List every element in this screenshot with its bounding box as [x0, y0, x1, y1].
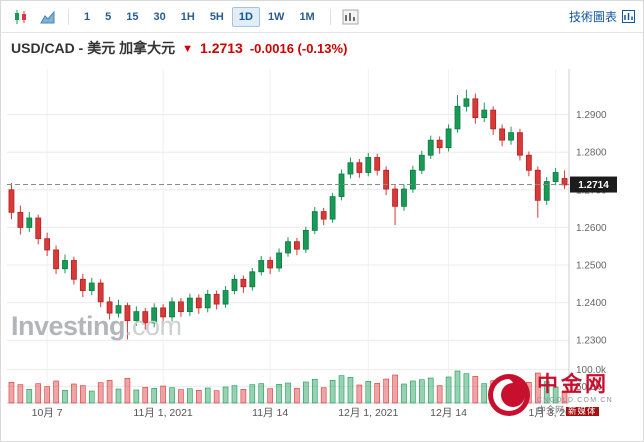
cngold-logo-icon [488, 374, 530, 416]
last-price: 1.2713 [200, 40, 243, 56]
cngold-logo: 中金网 CNGOLD.COM.CN 中金网 新媒体 [487, 373, 613, 417]
svg-text:11月 14: 11月 14 [252, 407, 288, 419]
svg-text:12月 1, 2021: 12月 1, 2021 [338, 407, 398, 419]
cngold-domain: CNGOLD.COM.CN [537, 397, 613, 405]
candlestick-glyph [15, 9, 26, 24]
technical-charts-label: 技術圖表 [568, 10, 617, 24]
svg-text:1.2800: 1.2800 [576, 148, 607, 159]
area-chart-type-icon[interactable] [36, 6, 60, 28]
chart-area[interactable]: 10月 7 11月 1, 2021 11月 14 12月 1, 2021 12月 14 1… [1, 63, 643, 441]
svg-text:10月 7: 10月 7 [32, 407, 63, 419]
cngold-sub-prefix: 中金网 [537, 405, 565, 416]
svg-text:1.2400: 1.2400 [576, 298, 607, 309]
svg-text:50.0k: 50.0k [576, 382, 601, 393]
svg-text:11月 1, 2021: 11月 1, 2021 [133, 407, 193, 419]
svg-text:1.2500: 1.2500 [576, 261, 607, 272]
svg-text:12月 14: 12月 14 [430, 407, 467, 419]
indicators-glyph [342, 9, 359, 24]
indicators-icon[interactable] [339, 6, 363, 28]
svg-text:100.0k: 100.0k [576, 365, 607, 376]
interval-buttons: 1 5 15 30 1H 5H 1D 1W 1M [77, 6, 322, 27]
interval-1[interactable]: 1 [77, 7, 97, 27]
toolbar-separator [68, 8, 69, 25]
price-down-arrow-icon: ▼ [182, 43, 194, 55]
interval-1m[interactable]: 1M [292, 7, 321, 27]
area-chart-glyph [40, 10, 55, 23]
chart-toolbar: 1 5 15 30 1H 5H 1D 1W 1M 技術圖表 [1, 1, 643, 33]
technical-charts-link[interactable]: 技術圖表 [569, 8, 635, 25]
candlestick-type-icon[interactable] [9, 6, 33, 28]
cngold-logo-text: 中金网 CNGOLD.COM.CN 中金网 新媒体 [537, 374, 613, 416]
svg-text:1.2714: 1.2714 [578, 180, 609, 191]
svg-text:1.2300: 1.2300 [576, 336, 607, 347]
instrument-header: USD/CAD - 美元 加拿大元 ▼ 1.2713 -0.0016 (-0.1… [1, 33, 643, 63]
interval-1w[interactable]: 1W [261, 7, 292, 27]
instrument-title: USD/CAD - 美元 加拿大元 [11, 40, 176, 56]
chart-popup-icon [622, 10, 635, 23]
interval-1d[interactable]: 1D [231, 6, 260, 27]
interval-5h[interactable]: 5H [203, 7, 231, 27]
cngold-sub-badge: 新媒体 [566, 405, 599, 416]
interval-30[interactable]: 30 [147, 7, 173, 27]
toolbar-separator-2 [329, 8, 331, 25]
interval-1h[interactable]: 1H [174, 7, 202, 27]
cngold-subtitle: 中金网 新媒体 [537, 405, 613, 416]
cngold-name: 中金网 [537, 373, 609, 397]
interval-15[interactable]: 15 [119, 7, 145, 27]
svg-text:1.2900: 1.2900 [576, 110, 607, 121]
interval-5[interactable]: 5 [98, 7, 118, 27]
price-change: -0.0016 (-0.13%) [249, 40, 348, 56]
svg-text:1.2600: 1.2600 [576, 223, 607, 234]
